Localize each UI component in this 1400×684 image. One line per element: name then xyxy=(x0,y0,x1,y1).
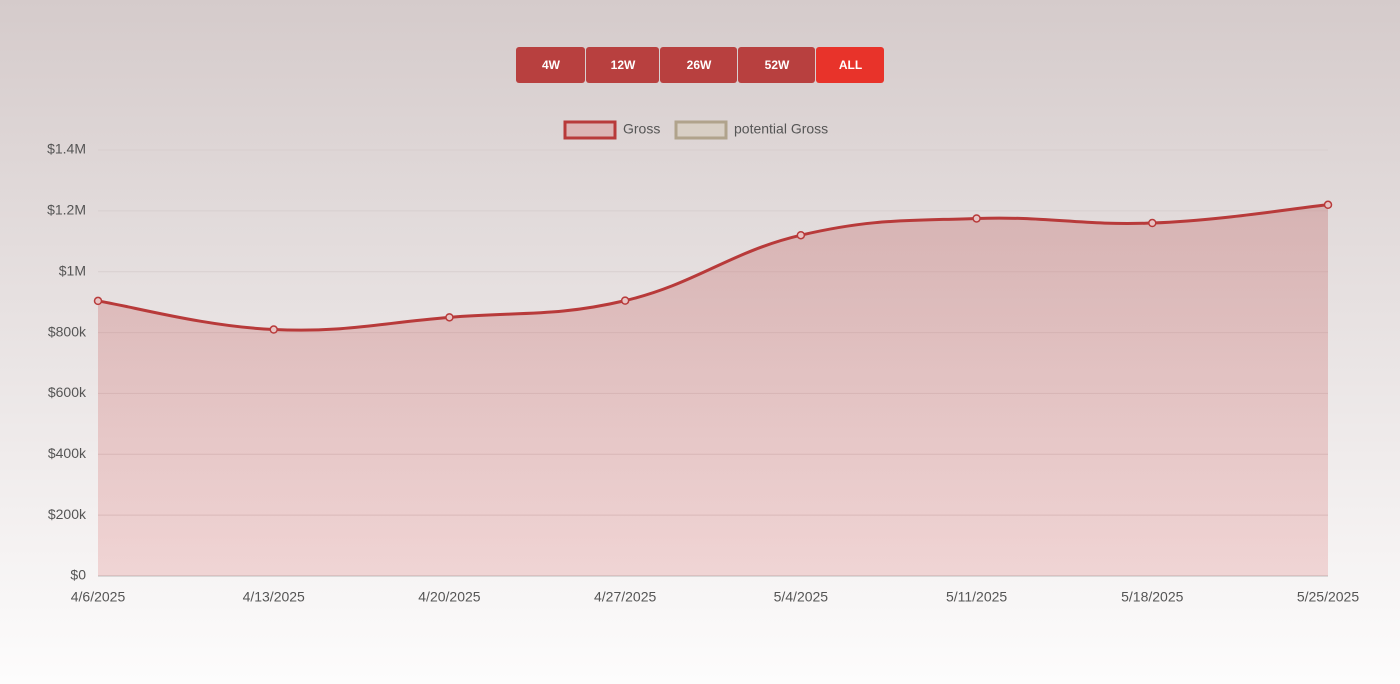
button-label[interactable]: 4W xyxy=(542,58,561,72)
button-bg[interactable] xyxy=(816,47,884,83)
legend-swatch xyxy=(674,120,728,140)
legend-label: potential Gross xyxy=(734,121,828,137)
x-tick-label: 4/13/2025 xyxy=(243,589,305,605)
point xyxy=(796,230,806,240)
button-label[interactable]: 12W xyxy=(611,58,636,72)
y-tick-label: $1.2M xyxy=(47,202,86,218)
x-tick-label: 4/20/2025 xyxy=(418,589,480,605)
button-bg[interactable] xyxy=(738,47,815,83)
x-tick-label: 4/27/2025 xyxy=(594,589,656,605)
y-tick-label: $1M xyxy=(59,262,86,278)
button-label[interactable]: ALL xyxy=(839,58,862,72)
range-buttons: 4W 12W 26W 52W ALL xyxy=(516,47,884,83)
button-bg[interactable] xyxy=(586,47,659,83)
point xyxy=(620,296,630,305)
button-label[interactable]: 26W xyxy=(687,58,712,72)
y-tick-label: $200k xyxy=(48,506,87,522)
y-tick-label: $600k xyxy=(48,384,87,400)
legend-swatch xyxy=(563,120,617,140)
button-bg[interactable] xyxy=(660,47,737,83)
y-tick-label: $1.4M xyxy=(47,141,86,157)
x-tick-label: 5/25/2025 xyxy=(1297,589,1359,605)
x-tick-label: 5/11/2025 xyxy=(946,589,1007,605)
point xyxy=(445,313,454,322)
range-button[interactable]: 4W xyxy=(516,47,585,83)
x-tick-label: 4/6/2025 xyxy=(71,589,126,605)
legend-label: Gross xyxy=(623,121,660,137)
area xyxy=(98,204,1328,576)
x-tick-label: 5/18/2025 xyxy=(1121,589,1183,605)
range-button[interactable]: 52W xyxy=(738,47,815,83)
point xyxy=(972,214,981,223)
x-tick-label: 5/4/2025 xyxy=(774,589,829,605)
point xyxy=(1323,200,1333,210)
button-label[interactable]: 52W xyxy=(765,58,790,72)
y-tick-label: $0 xyxy=(70,567,86,583)
y-tick-label: $800k xyxy=(48,323,87,339)
y-tick-label: $400k xyxy=(48,445,87,461)
range-button[interactable]: 12W xyxy=(586,47,659,83)
point xyxy=(269,325,278,334)
range-button[interactable]: ALL xyxy=(816,47,884,83)
line xyxy=(97,203,1329,332)
range-button[interactable]: 26W xyxy=(660,47,737,83)
point xyxy=(1148,218,1157,228)
point xyxy=(93,296,103,306)
button-bg[interactable] xyxy=(516,47,585,83)
